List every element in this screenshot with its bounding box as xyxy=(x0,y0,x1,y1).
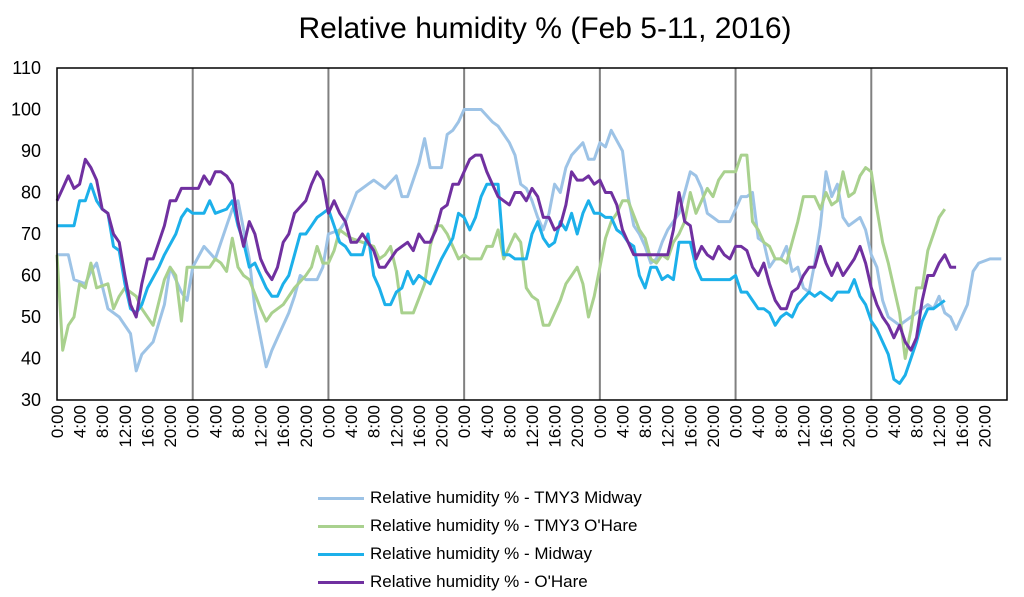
x-tick-label: 16:00 xyxy=(274,405,293,448)
x-tick-label: 16:00 xyxy=(410,405,429,448)
legend: Relative humidity % - TMY3 Midway Relativ… xyxy=(318,484,642,596)
plot-frame xyxy=(56,67,1008,401)
legend-swatch xyxy=(318,496,364,500)
x-tick-label: 0:00 xyxy=(591,405,610,438)
x-tick-label: 8:00 xyxy=(93,405,112,438)
x-tick-label: 20:00 xyxy=(568,405,587,448)
y-tick-label: 30 xyxy=(21,390,41,410)
x-tick-label: 0:00 xyxy=(184,405,203,438)
series-line-1 xyxy=(57,108,1002,373)
x-tick-label: 8:00 xyxy=(365,405,384,438)
legend-label: Relative humidity % - Midway xyxy=(370,544,593,563)
x-tick-label: 0:00 xyxy=(455,405,474,438)
legend-label: Relative humidity % - O'Hare xyxy=(370,572,588,591)
x-tick-label: 12:00 xyxy=(659,405,678,448)
y-tick-label: 70 xyxy=(21,224,41,244)
x-tick-label: 4:00 xyxy=(614,405,633,438)
x-tick-label: 4:00 xyxy=(206,405,225,438)
legend-label: Relative humidity % - TMY3 O'Hare xyxy=(370,516,638,535)
x-tick-label: 12:00 xyxy=(116,405,135,448)
x-tick-label: 0:00 xyxy=(319,405,338,438)
x-tick-label: 12:00 xyxy=(523,405,542,448)
x-tick-label: 0:00 xyxy=(862,405,881,438)
legend-swatch xyxy=(318,524,364,528)
y-tick-label: 90 xyxy=(21,141,41,161)
x-tick-label: 4:00 xyxy=(749,405,768,438)
chart-title: Relative humidity % (Feb 5-11, 2016) xyxy=(298,12,792,45)
legend-item-4: Relative humidity % - O'Hare xyxy=(318,568,642,596)
y-tick-label: 100 xyxy=(11,100,41,120)
x-tick-label: 0:00 xyxy=(727,405,746,438)
x-tick-label: 20:00 xyxy=(975,405,994,448)
y-tick-label: 50 xyxy=(21,307,41,327)
legend-item-1: Relative humidity % - TMY3 Midway xyxy=(318,484,642,512)
series-line-2 xyxy=(55,153,947,360)
x-tick-label: 8:00 xyxy=(908,405,927,438)
legend-swatch xyxy=(318,580,364,584)
x-tick-label: 20:00 xyxy=(840,405,859,448)
y-tick-label: 40 xyxy=(21,349,41,369)
x-tick-label: 4:00 xyxy=(71,405,90,438)
x-tick-label: 8:00 xyxy=(772,405,791,438)
y-tick-label: 110 xyxy=(12,58,41,78)
x-tick-label: 0:00 xyxy=(48,405,67,438)
x-tick-label: 16:00 xyxy=(817,405,836,448)
x-tick-label: 4:00 xyxy=(885,405,904,438)
x-tick-label: 12:00 xyxy=(930,405,949,448)
y-tick-label: 60 xyxy=(21,266,41,286)
x-tick-label: 8:00 xyxy=(500,405,519,438)
legend-item-3: Relative humidity % - Midway xyxy=(318,540,642,568)
x-tick-label: 12:00 xyxy=(252,405,271,448)
x-tick-label: 16:00 xyxy=(953,405,972,448)
x-tick-label: 16:00 xyxy=(546,405,565,448)
y-tick-label: 80 xyxy=(21,183,41,203)
x-tick-label: 12:00 xyxy=(387,405,406,448)
legend-swatch xyxy=(318,552,364,556)
x-tick-label: 20:00 xyxy=(161,405,180,448)
x-tick-label: 20:00 xyxy=(297,405,316,448)
x-tick-label: 8:00 xyxy=(229,405,248,438)
x-tick-label: 20:00 xyxy=(704,405,723,448)
x-tick-label: 16:00 xyxy=(681,405,700,448)
x-tick-label: 20:00 xyxy=(433,405,452,448)
series-line-4 xyxy=(55,153,957,352)
legend-item-2: Relative humidity % - TMY3 O'Hare xyxy=(318,512,642,540)
legend-label: Relative humidity % - TMY3 Midway xyxy=(370,488,642,507)
x-tick-label: 8:00 xyxy=(636,405,655,438)
x-tick-label: 16:00 xyxy=(139,405,158,448)
series-line-3 xyxy=(57,182,946,385)
x-tick-label: 12:00 xyxy=(794,405,813,448)
x-tick-label: 4:00 xyxy=(478,405,497,438)
x-tick-label: 4:00 xyxy=(342,405,361,438)
